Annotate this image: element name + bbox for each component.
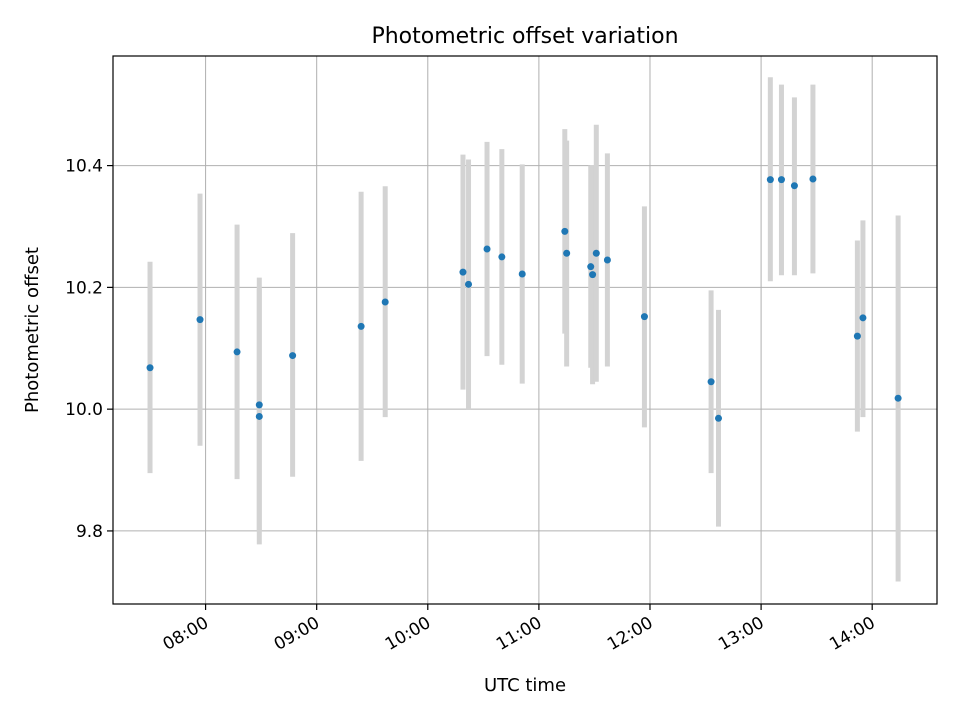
x-tick-label: 14:00 xyxy=(826,613,878,655)
data-point xyxy=(233,348,241,356)
data-points xyxy=(146,175,902,422)
data-point xyxy=(255,401,263,409)
data-point xyxy=(459,268,467,276)
data-point xyxy=(592,249,600,257)
x-axis-ticks: 08:00 09:00 10:00 11:00 12:00 13:00 14:00 xyxy=(160,604,879,655)
error-bars xyxy=(147,77,901,582)
data-point xyxy=(707,378,715,386)
x-tick-label: 12:00 xyxy=(604,613,656,655)
data-point xyxy=(809,175,817,183)
y-axis-label: Photometric offset xyxy=(22,247,43,413)
data-point xyxy=(766,176,774,184)
x-axis-label: UTC time xyxy=(484,675,566,696)
data-point xyxy=(483,245,491,253)
y-tick-label: 10.0 xyxy=(65,400,103,420)
data-point xyxy=(255,412,263,420)
plot-frame xyxy=(112,55,938,605)
data-point xyxy=(146,364,154,372)
data-point xyxy=(853,332,861,340)
data-point xyxy=(196,316,204,324)
y-tick-label: 10.4 xyxy=(65,157,103,177)
data-point xyxy=(587,263,595,271)
data-point xyxy=(561,227,569,235)
y-tick-label: 9.8 xyxy=(76,522,103,542)
y-tick-label: 10.2 xyxy=(65,278,103,298)
x-tick-label: 13:00 xyxy=(715,613,767,655)
data-point xyxy=(381,298,389,306)
x-tick-label: 08:00 xyxy=(160,613,212,655)
data-point xyxy=(640,313,648,321)
data-point xyxy=(790,182,798,190)
data-point xyxy=(715,414,723,422)
data-point xyxy=(589,271,597,279)
x-tick-label: 09:00 xyxy=(271,613,323,655)
data-point xyxy=(518,270,526,278)
y-axis-ticks: 9.8 10.0 10.2 10.4 xyxy=(65,157,113,542)
data-point xyxy=(777,176,785,184)
x-tick-label: 10:00 xyxy=(382,613,434,655)
data-point xyxy=(357,322,365,330)
data-point xyxy=(859,314,867,322)
chart-title: Photometric offset variation xyxy=(371,24,678,49)
data-point xyxy=(563,249,571,257)
data-point xyxy=(498,253,506,261)
data-point xyxy=(465,280,473,288)
grid-lines xyxy=(113,56,937,604)
x-tick-label: 11:00 xyxy=(493,613,545,655)
data-point xyxy=(289,352,297,360)
data-point xyxy=(894,394,902,402)
data-point xyxy=(603,256,611,264)
